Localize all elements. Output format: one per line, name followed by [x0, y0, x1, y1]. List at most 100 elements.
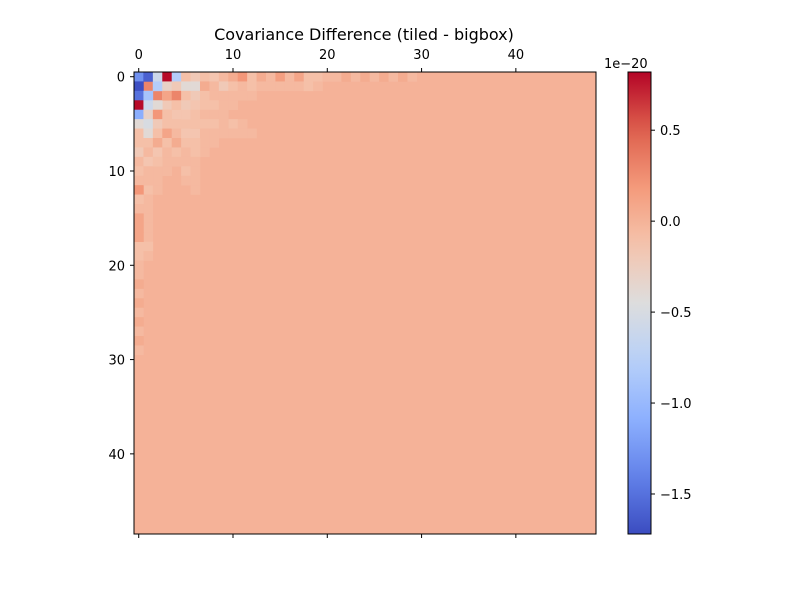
heatmap-cell [209, 128, 220, 139]
heatmap-cell [303, 72, 314, 82]
heatmap-cell [209, 109, 220, 120]
heatmap-cell [134, 185, 144, 195]
heatmap-cell [237, 81, 248, 92]
heatmap-cell [190, 185, 201, 195]
colorbar-tick-label: −1.0 [660, 397, 692, 412]
heatmap-cell [134, 251, 144, 261]
heatmap-cell [162, 119, 173, 129]
heatmap-cell [143, 204, 154, 214]
heatmap-cell [181, 119, 191, 129]
heatmap-cell [143, 185, 154, 195]
heatmap-cell [200, 128, 210, 139]
heatmap-cell [398, 72, 408, 82]
heatmap-cell [190, 156, 201, 167]
heatmap-cell [266, 81, 276, 92]
heatmap-cell [190, 90, 201, 101]
heatmap-cell [218, 109, 229, 120]
heatmap-cell [247, 81, 257, 92]
heatmap-cell [134, 147, 144, 158]
heatmap-cell [162, 81, 173, 92]
heatmap-cell [171, 138, 182, 148]
heatmap-cell [171, 90, 182, 101]
heatmap-cell [209, 138, 220, 148]
heatmap-cell [134, 213, 144, 224]
heatmap-cell [332, 72, 342, 82]
heatmap-cell [200, 109, 210, 120]
heatmap-cell [134, 336, 144, 346]
colorbar-gradient [627, 71, 652, 535]
heatmap-cell [143, 241, 154, 252]
heatmap-cell [171, 81, 182, 92]
heatmap-cell [152, 72, 163, 82]
y-tick-label: 30 [108, 354, 125, 369]
heatmap-cell [162, 90, 173, 101]
heatmap-cell [143, 100, 154, 111]
heatmap-cell [143, 147, 154, 158]
heatmap-cell [134, 288, 144, 299]
heatmap-cell [200, 90, 210, 101]
heatmap-cell [200, 100, 210, 111]
heatmap-cell [275, 72, 286, 82]
heatmap-cell [181, 138, 191, 148]
heatmap-cell [152, 156, 163, 167]
heatmap-cell [152, 175, 163, 186]
x-tick-label: 40 [508, 48, 525, 63]
heatmap-cell [143, 128, 154, 139]
heatmap-cell [256, 81, 267, 92]
heatmap-cells [134, 72, 596, 534]
heatmap-cell [284, 72, 295, 82]
heatmap-cell [228, 100, 239, 111]
heatmap-cell [162, 166, 173, 177]
colorbar-tick-label: −1.5 [660, 488, 692, 503]
heatmap-cell [228, 81, 239, 92]
heatmap-cell [152, 81, 163, 92]
heatmap-cell [181, 72, 191, 82]
heatmap-cell [134, 270, 144, 280]
heatmap-cell [143, 72, 154, 82]
y-tick-label: 10 [108, 165, 125, 180]
colorbar-tick-label: 0.5 [660, 124, 681, 139]
heatmap-cell [152, 128, 163, 139]
heatmap-cell [181, 90, 191, 101]
heatmap-cell [134, 90, 144, 101]
heatmap-cell [209, 90, 220, 101]
heatmap-cell [190, 175, 201, 186]
heatmap-cell [360, 72, 371, 82]
heatmap-cell [237, 90, 248, 101]
heatmap-cell [143, 175, 154, 186]
heatmap-cell [162, 72, 173, 82]
y-axis-ticks: 0 10 20 30 40 [108, 71, 134, 463]
heatmap-cell [152, 109, 163, 120]
heatmap-cell [407, 72, 418, 82]
heatmap-cell [247, 90, 257, 101]
heatmap-cell [143, 166, 154, 177]
heatmap-cell [134, 279, 144, 290]
heatmap-cell [218, 128, 229, 139]
heatmap-cell [190, 100, 201, 111]
heatmap-cell [341, 72, 352, 82]
heatmap-cell [134, 81, 144, 92]
heatmap-cell [350, 72, 361, 82]
heatmap-cell [190, 166, 201, 177]
heatmap-cell [162, 128, 173, 139]
heatmap-frame [133, 71, 597, 535]
colorbar: 0.5 0.0 −0.5 −1.0 −1.5 [627, 71, 692, 535]
heatmap-cell [134, 326, 144, 337]
heatmap-cell [313, 72, 323, 82]
heatmap-cell [152, 147, 163, 158]
heatmap-cell [237, 128, 248, 139]
heatmap-cell [134, 128, 144, 139]
colorbar-offset-text: 1e−20 [604, 57, 648, 72]
heatmap-cell [294, 72, 305, 82]
heatmap-cell [218, 72, 229, 82]
heatmap-cell [171, 147, 182, 158]
heatmap-cell [181, 175, 191, 186]
y-tick-label: 40 [108, 448, 125, 463]
heatmap-cell [218, 100, 229, 111]
heatmap-cell [388, 72, 399, 82]
heatmap-cell [171, 119, 182, 129]
heatmap-cell [209, 100, 220, 111]
heatmap-cell [143, 222, 154, 233]
heatmap-cell [228, 72, 239, 82]
heatmap-cell [134, 298, 144, 309]
